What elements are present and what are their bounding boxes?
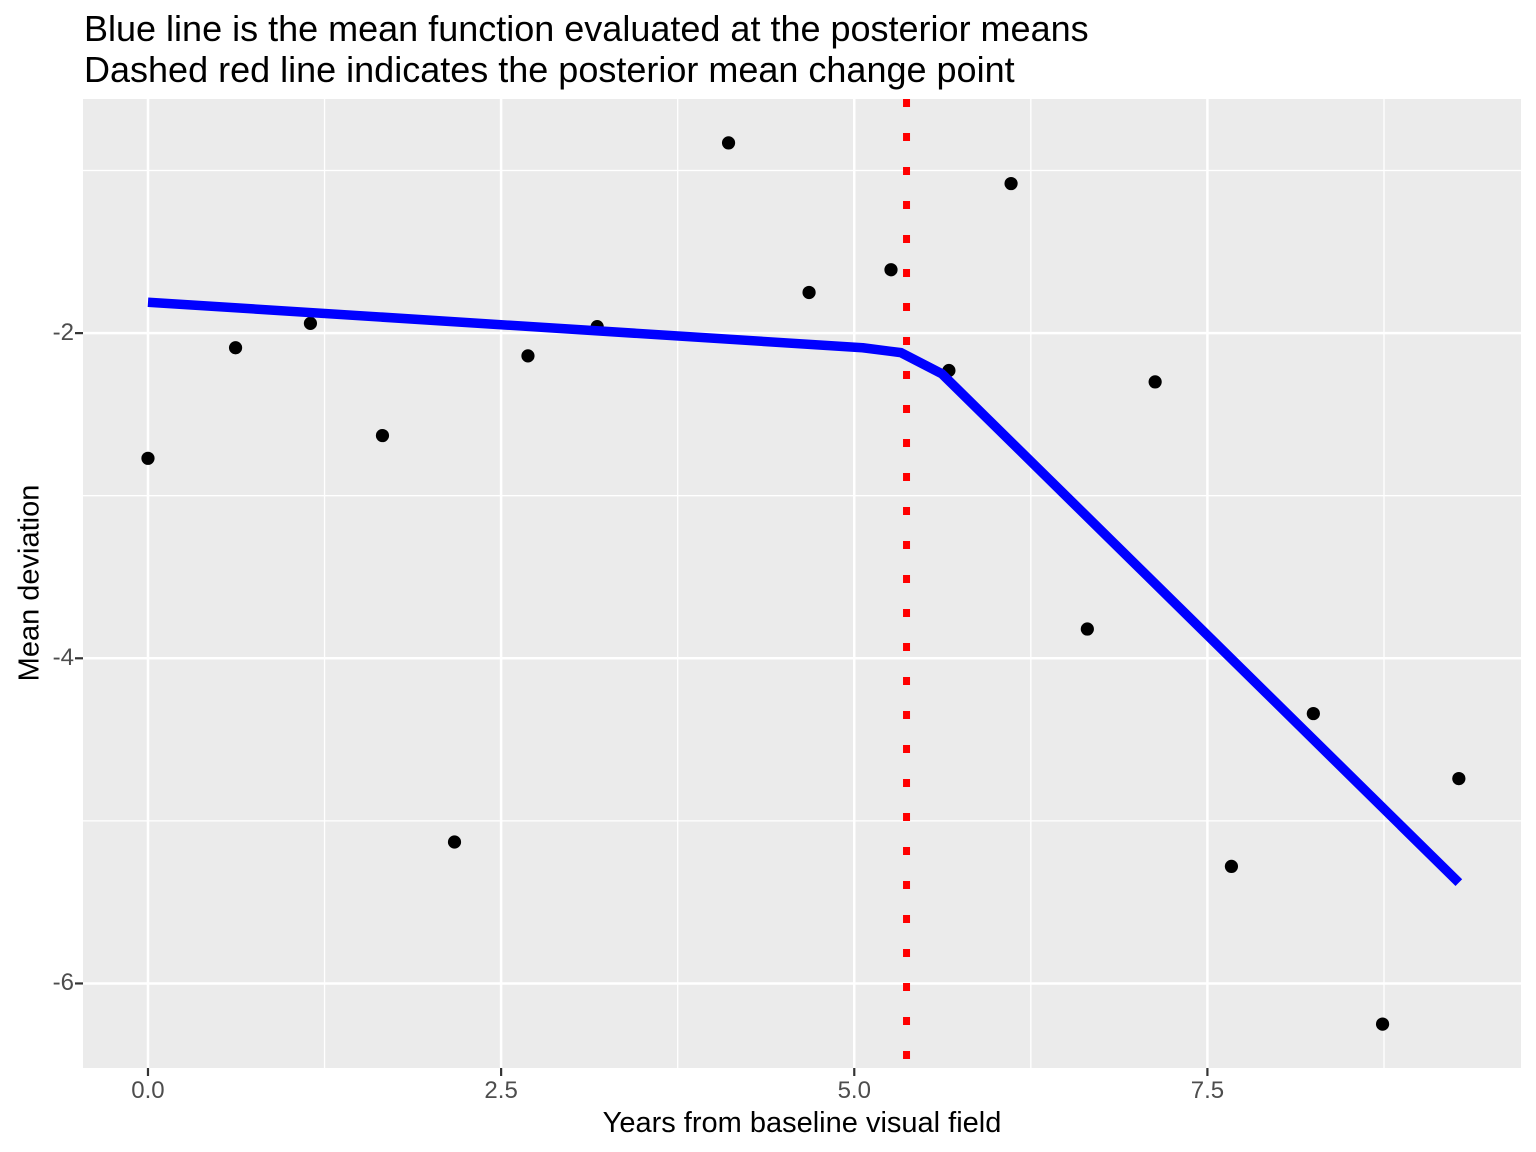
data-point xyxy=(228,341,243,355)
data-point xyxy=(1004,176,1018,191)
x-tick-label: 7.5 xyxy=(1190,1077,1225,1104)
data-point xyxy=(1306,706,1320,721)
panel-background xyxy=(83,99,1521,1068)
x-tick-label: 0.0 xyxy=(131,1077,165,1104)
y-tick-label: -2 xyxy=(52,319,74,347)
data-point xyxy=(1452,772,1466,786)
y-axis-title: Mean deviation xyxy=(13,484,46,682)
plot-title-line2: Dashed red line indicates the posterior … xyxy=(84,49,1015,90)
data-point xyxy=(1224,859,1239,873)
y-tick-label: -4 xyxy=(52,644,74,672)
plot-title-line1: Blue line is the mean function evaluated… xyxy=(84,8,1089,49)
data-point xyxy=(802,285,816,300)
data-point xyxy=(1148,375,1162,389)
data-point xyxy=(1375,1017,1390,1031)
data-point xyxy=(375,428,390,443)
data-point xyxy=(447,835,462,849)
y-tick-label: -6 xyxy=(52,969,74,997)
x-axis-title: Years from baseline visual field xyxy=(602,1107,1002,1139)
posterior-mean-line xyxy=(147,297,1463,887)
x-tick-label: 5.0 xyxy=(837,1077,871,1104)
data-point xyxy=(303,316,318,330)
data-point xyxy=(721,136,736,150)
data-point xyxy=(884,263,898,277)
data-point xyxy=(141,451,155,465)
plot-title: Blue line is the mean function evaluated… xyxy=(84,8,1089,90)
x-tick-label: 2.5 xyxy=(484,1077,518,1104)
data-point xyxy=(521,349,535,363)
data-point xyxy=(1080,622,1094,636)
